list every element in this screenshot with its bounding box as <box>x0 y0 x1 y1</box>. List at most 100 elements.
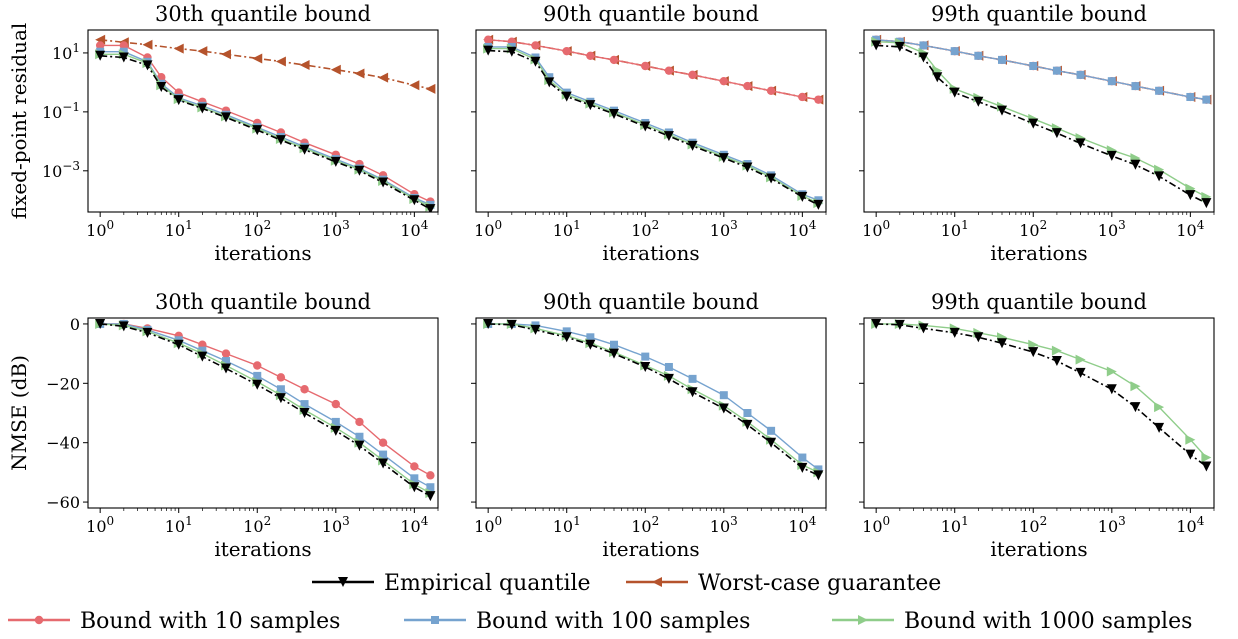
data-point-s100 <box>719 391 728 400</box>
data-point-empirical <box>687 387 698 398</box>
data-point-s100 <box>562 327 571 336</box>
data-point-empirical <box>142 60 153 71</box>
data-point-empirical <box>742 162 753 173</box>
data-point-s1000 <box>1106 366 1117 377</box>
chart-panel: 30th quantile bound 100 101 102 103 104 101 10−… <box>7 2 439 265</box>
data-point-empirical <box>1185 190 1196 201</box>
data-point-empirical <box>118 321 129 332</box>
data-point-worst <box>299 59 310 70</box>
data-point-s1000 <box>1130 381 1141 392</box>
data-point-s10 <box>743 81 752 91</box>
data-point-s100 <box>276 385 285 394</box>
data-point-worst <box>252 53 263 64</box>
data-point-s10 <box>221 349 231 358</box>
data-point-empirical <box>609 348 620 359</box>
data-point-s1000 <box>1051 345 1062 356</box>
data-point-s1000 <box>1075 354 1086 365</box>
tick-label: 100 <box>862 514 890 536</box>
data-point-s100 <box>119 47 128 56</box>
data-point-s10 <box>688 70 697 80</box>
data-point-s100 <box>410 474 419 483</box>
data-point-empirical <box>173 339 184 350</box>
data-point-s100 <box>253 371 262 380</box>
data-point-s10 <box>641 61 650 71</box>
tick-label: 100 <box>862 218 890 240</box>
data-point-empirical <box>561 332 572 343</box>
data-point-empirical <box>894 41 905 52</box>
data-point-s100 <box>331 417 340 426</box>
chart-panel: 99th quantile bound 100 101 102 103 104 iterat… <box>859 2 1215 265</box>
data-point-s10 <box>766 86 776 95</box>
tick-label: 104 <box>788 218 816 240</box>
tick-label: 103 <box>1098 218 1126 240</box>
tick-label: 104 <box>400 218 428 240</box>
data-point-s100 <box>1131 82 1140 91</box>
data-point-s10 <box>119 41 129 50</box>
data-point-s100 <box>998 55 1007 64</box>
tick-label: 101 <box>941 514 969 536</box>
data-point-empirical <box>640 361 651 372</box>
data-point-empirical <box>894 319 905 330</box>
data-point-s100 <box>300 400 309 409</box>
tick-label: 103 <box>710 218 738 240</box>
x-axis-label: iterations <box>990 241 1087 265</box>
series-line-empirical <box>488 323 819 477</box>
data-point-empirical <box>1201 461 1212 472</box>
data-point-empirical <box>156 81 167 92</box>
data-point-empirical <box>483 318 494 329</box>
series-line-worst <box>100 39 431 90</box>
tick-label: 102 <box>631 514 659 536</box>
tick-label: 101 <box>52 41 80 63</box>
data-point-s100 <box>641 352 650 361</box>
data-point-worst <box>197 46 208 57</box>
series-line-empirical <box>876 323 1207 468</box>
data-point-worst <box>142 39 153 50</box>
data-point-worst <box>173 43 184 54</box>
chart-title: 90th quantile bound <box>543 2 759 26</box>
data-point-empirical <box>997 105 1008 116</box>
tick-label: 100 <box>474 514 502 536</box>
chart-panel: 30th quantile bound 100 101 102 103 104 0 −20 −4… <box>7 290 439 561</box>
tick-label: 10−1 <box>42 100 80 122</box>
data-point-empirical <box>813 199 824 210</box>
data-point-s100 <box>545 73 554 82</box>
data-point-worst <box>330 64 341 75</box>
legend-entry-s100: Bound with 100 samples <box>404 609 750 634</box>
data-point-empirical <box>1051 356 1062 367</box>
series-line-s1000 <box>100 323 431 494</box>
axes-frame <box>87 29 439 213</box>
data-point-s100 <box>767 426 776 435</box>
chart-panel: 90th quantile bound 100 101 102 103 104 iterat… <box>471 2 827 265</box>
data-point-empirical <box>973 96 984 107</box>
data-point-s100 <box>664 362 673 371</box>
axes-frame <box>87 317 439 509</box>
data-point-empirical <box>299 408 310 418</box>
panels: 30th quantile bound 100 101 102 103 104 101 10−… <box>7 2 1215 561</box>
data-point-empirical <box>173 95 184 106</box>
tick-label: 102 <box>243 514 271 536</box>
legend-label-s10: Bound with 10 samples <box>80 609 340 634</box>
legend-entry-worst: Worst-case guarantee <box>626 571 941 596</box>
tick-label: −60 <box>46 493 80 512</box>
axes-frame <box>475 317 827 509</box>
y-axis-label: NMSE (dB) <box>7 355 31 471</box>
data-point-empirical <box>561 91 572 102</box>
data-point-empirical <box>506 319 517 330</box>
data-point-s100 <box>919 41 928 50</box>
chart-title: 90th quantile bound <box>543 290 759 314</box>
data-point-empirical <box>483 45 494 56</box>
data-point-empirical <box>918 52 929 63</box>
legend-entry-s1000: Bound with 1000 samples <box>832 609 1192 634</box>
data-point-empirical <box>506 46 517 57</box>
legend-marker-s10 <box>34 615 44 625</box>
y-axis-label: fixed-point residual <box>7 23 31 220</box>
data-point-worst <box>425 83 436 94</box>
axes-frame <box>863 317 1215 509</box>
tick-label: 102 <box>631 218 659 240</box>
data-point-empirical <box>409 195 420 206</box>
data-point-s100 <box>222 357 231 366</box>
data-point-s10 <box>426 471 435 480</box>
x-axis-label: iterations <box>602 241 699 265</box>
data-point-empirical <box>425 491 436 502</box>
tick-label: 103 <box>322 218 350 240</box>
